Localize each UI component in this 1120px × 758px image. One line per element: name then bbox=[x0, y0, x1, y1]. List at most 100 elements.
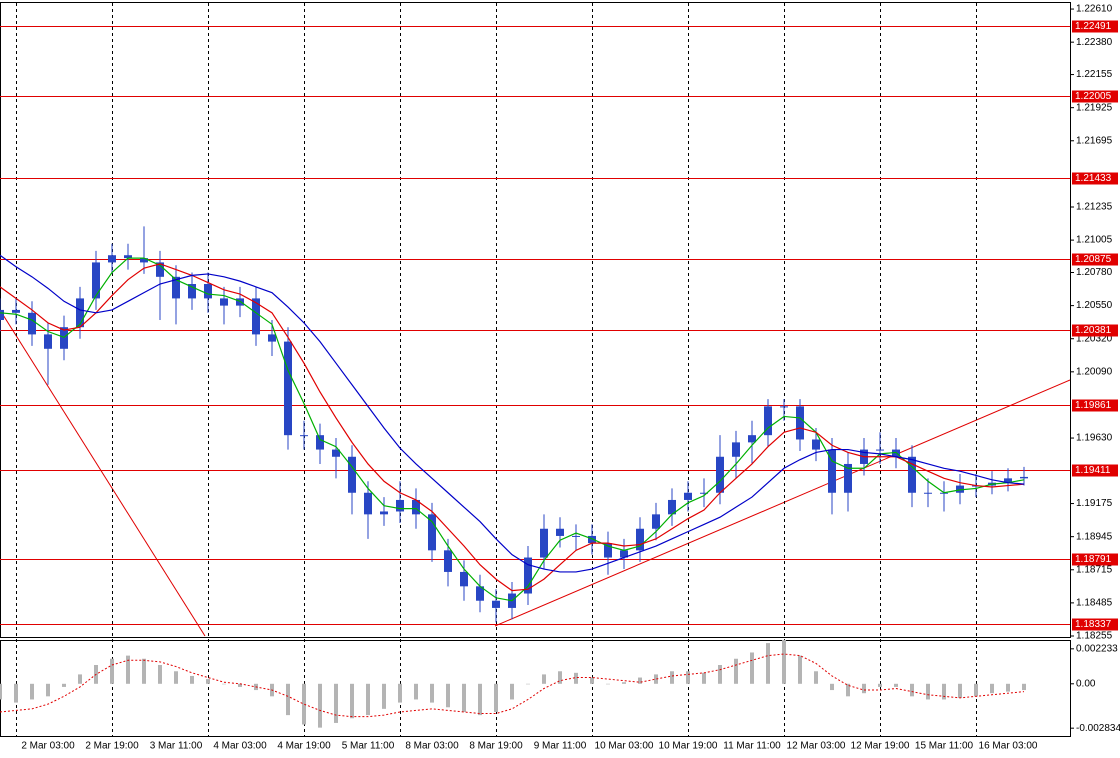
histogram-bar bbox=[830, 683, 834, 691]
level-label: 1.19861 bbox=[1075, 400, 1112, 411]
x-tick-label: 3 Mar 11:00 bbox=[150, 741, 203, 752]
candle-body bbox=[684, 492, 692, 500]
candle-body bbox=[348, 456, 356, 493]
y-tick-label: 1.19630 bbox=[1076, 433, 1113, 444]
candle-body bbox=[284, 341, 292, 436]
histogram-bar bbox=[110, 658, 114, 684]
level-label: 1.20381 bbox=[1075, 325, 1112, 336]
candle-body bbox=[108, 255, 116, 263]
histogram-bar bbox=[158, 665, 162, 684]
candle-body bbox=[700, 492, 708, 494]
histogram-bar bbox=[958, 683, 962, 698]
histogram-bar bbox=[78, 674, 82, 684]
moving-average bbox=[0, 257, 1025, 602]
histogram-bar bbox=[526, 683, 530, 685]
candle-body bbox=[924, 492, 932, 494]
histogram-bar bbox=[174, 671, 178, 684]
histogram-bar bbox=[350, 683, 354, 719]
candle-body bbox=[732, 442, 740, 457]
histogram-bar bbox=[222, 683, 226, 685]
candle-body bbox=[412, 499, 420, 515]
candle-body bbox=[156, 262, 164, 277]
candle-body bbox=[76, 298, 84, 328]
histogram-bar bbox=[670, 671, 674, 684]
histogram-bar bbox=[62, 683, 66, 687]
histogram-bar bbox=[846, 683, 850, 697]
y-tick-label: 0.00 bbox=[1076, 678, 1096, 689]
histogram-bar bbox=[494, 683, 498, 712]
candle-body bbox=[780, 406, 788, 408]
histogram-bar bbox=[974, 683, 978, 697]
candle-body bbox=[716, 456, 724, 493]
candle-body bbox=[796, 406, 804, 440]
candle-body bbox=[188, 284, 196, 299]
x-tick-label: 12 Mar 03:00 bbox=[787, 741, 846, 752]
candle-body bbox=[316, 435, 324, 450]
y-tick-label: 1.18255 bbox=[1076, 631, 1113, 642]
candle-body bbox=[204, 284, 212, 299]
histogram-bar bbox=[206, 679, 210, 684]
histogram-bar bbox=[142, 658, 146, 684]
x-tick-label: 10 Mar 19:00 bbox=[659, 741, 718, 752]
histogram-bar bbox=[382, 683, 386, 709]
histogram-bar bbox=[286, 683, 290, 716]
histogram-bar bbox=[766, 643, 770, 684]
histogram-bar bbox=[910, 683, 914, 697]
level-label: 1.22491 bbox=[1075, 21, 1112, 32]
moving-average bbox=[0, 254, 1025, 573]
y-tick-label: 1.22380 bbox=[1076, 37, 1113, 48]
histogram-bar bbox=[510, 683, 514, 700]
candle-body bbox=[428, 514, 436, 551]
histogram-bar bbox=[926, 683, 930, 700]
histogram-bar bbox=[398, 683, 402, 703]
level-label-box bbox=[1072, 90, 1118, 103]
histogram-bar bbox=[542, 674, 546, 684]
candle-body bbox=[28, 312, 36, 335]
histogram-bar bbox=[366, 683, 370, 716]
candle-body bbox=[588, 535, 596, 544]
candle-body bbox=[828, 449, 836, 493]
histogram-bar bbox=[414, 683, 418, 700]
level-label-box bbox=[1072, 399, 1118, 412]
y-tick-label: 1.21925 bbox=[1076, 102, 1113, 113]
candle-body bbox=[124, 255, 132, 259]
candle-body bbox=[540, 528, 548, 558]
y-tick-label: 0.002233 bbox=[1076, 643, 1118, 654]
candle-body bbox=[636, 528, 644, 551]
candle-body bbox=[172, 276, 180, 299]
level-label-box bbox=[1072, 253, 1118, 266]
candle-body bbox=[476, 586, 484, 601]
level-label: 1.22005 bbox=[1075, 91, 1112, 102]
candle-body bbox=[300, 435, 308, 437]
histogram-bar bbox=[606, 683, 610, 685]
x-tick-label: 8 Mar 19:00 bbox=[469, 741, 523, 752]
histogram-bar bbox=[782, 639, 786, 684]
histogram-bar bbox=[814, 671, 818, 684]
candle-body bbox=[60, 327, 68, 349]
histogram-bar bbox=[686, 671, 690, 684]
y-tick-label: 1.22610 bbox=[1076, 4, 1113, 15]
x-tick-label: 4 Mar 03:00 bbox=[213, 741, 267, 752]
histogram-bar bbox=[0, 683, 2, 700]
candle-body bbox=[876, 449, 884, 451]
x-tick-label: 10 Mar 03:00 bbox=[595, 741, 654, 752]
x-tick-label: 9 Mar 11:00 bbox=[534, 741, 587, 752]
histogram-bar bbox=[334, 683, 338, 723]
candle-body bbox=[12, 309, 20, 313]
candle-body bbox=[92, 262, 100, 299]
level-label: 1.18791 bbox=[1075, 554, 1112, 565]
histogram-bar bbox=[990, 683, 994, 694]
histogram-bar bbox=[126, 655, 130, 684]
histogram-bar bbox=[238, 683, 242, 687]
y-tick-label: 1.21695 bbox=[1076, 135, 1113, 146]
histogram-bar bbox=[430, 683, 434, 703]
histogram-bar bbox=[478, 683, 482, 716]
x-tick-label: 11 Mar 11:00 bbox=[723, 741, 781, 752]
candle-body bbox=[572, 535, 580, 537]
histogram-bar bbox=[574, 672, 578, 684]
candle-body bbox=[252, 298, 260, 335]
histogram-bar bbox=[862, 683, 866, 694]
y-tick-label: 1.18715 bbox=[1076, 564, 1113, 575]
candle-body bbox=[652, 514, 660, 529]
